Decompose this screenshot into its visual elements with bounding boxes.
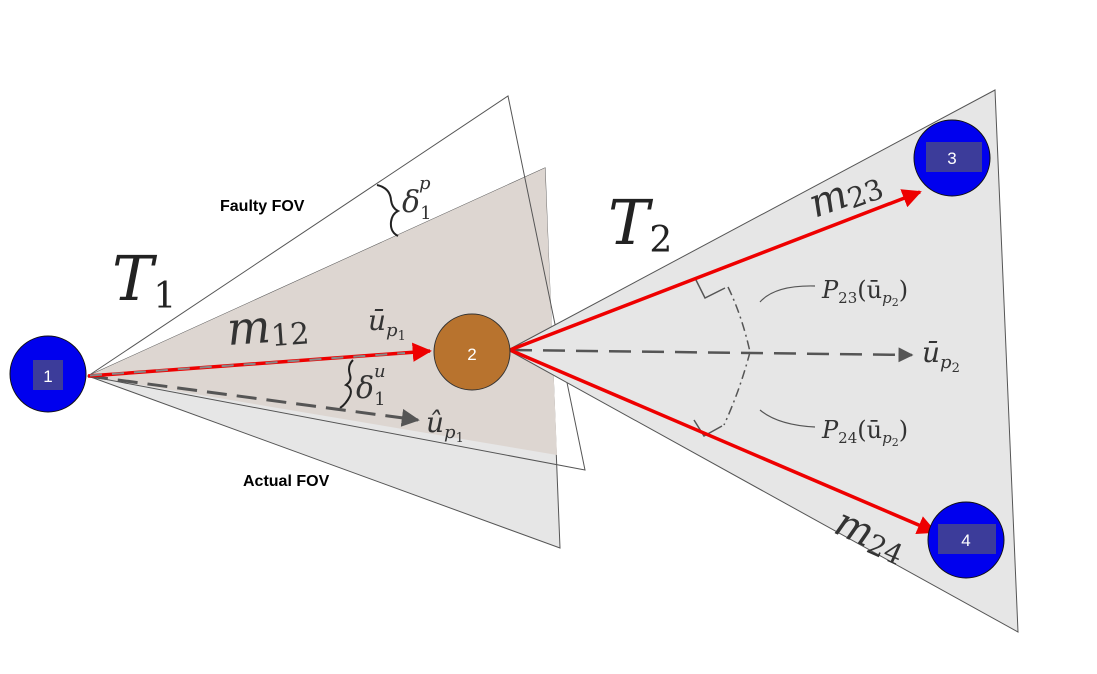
delta-u-label: δ1u <box>356 361 386 410</box>
delta-p-brace <box>376 184 401 237</box>
u-hat-p1-dashed-arrow <box>87 374 420 427</box>
tau1-label: T1 <box>112 242 176 317</box>
faulty-fov-triangle <box>86 95 586 471</box>
leader-line-p23 <box>759 285 816 303</box>
overlap-fov-region <box>88 168 557 455</box>
u-bar-p1-label: ūp1 <box>368 304 406 344</box>
delta-p-label: δ1p <box>402 173 432 224</box>
node-2: 2 <box>433 313 511 391</box>
leader-line-p24 <box>759 409 816 428</box>
delta-u-brace <box>339 359 354 409</box>
edge-m23 <box>509 189 922 352</box>
node-3: 3 <box>913 119 991 197</box>
node-2-label: 2 <box>467 345 476 364</box>
tau2-label: T2 <box>608 186 672 261</box>
edge-m24 <box>509 348 937 535</box>
node-3-label: 3 <box>947 149 956 168</box>
node-4: 4 <box>927 501 1005 579</box>
m12-label: m12 <box>225 296 310 357</box>
u-bar-p1-dashed-overlay <box>89 352 406 377</box>
fov-triangle-node-2 <box>506 89 1019 633</box>
u-bar-p2-label: ūp2 <box>922 336 960 376</box>
right-angle-marker-p24 <box>693 419 723 438</box>
p23-label: P23(ūp2) <box>821 276 908 309</box>
node-1: 1 <box>9 335 87 413</box>
node-1-label: 1 <box>43 367 52 386</box>
right-angle-marker-p23 <box>694 277 726 300</box>
faulty-fov-label: Faulty FOV <box>220 198 305 215</box>
p24-label: P24(ūp2) <box>821 416 908 449</box>
projection-arc-p23 <box>727 286 751 353</box>
node-4-label: 4 <box>961 531 970 550</box>
u-bar-p2-dashed-arrow <box>509 347 914 363</box>
projection-arc-p24 <box>723 351 751 426</box>
actual-fov-label: Actual FOV <box>243 473 330 490</box>
u-hat-p1-label: ûp1 <box>426 406 464 446</box>
